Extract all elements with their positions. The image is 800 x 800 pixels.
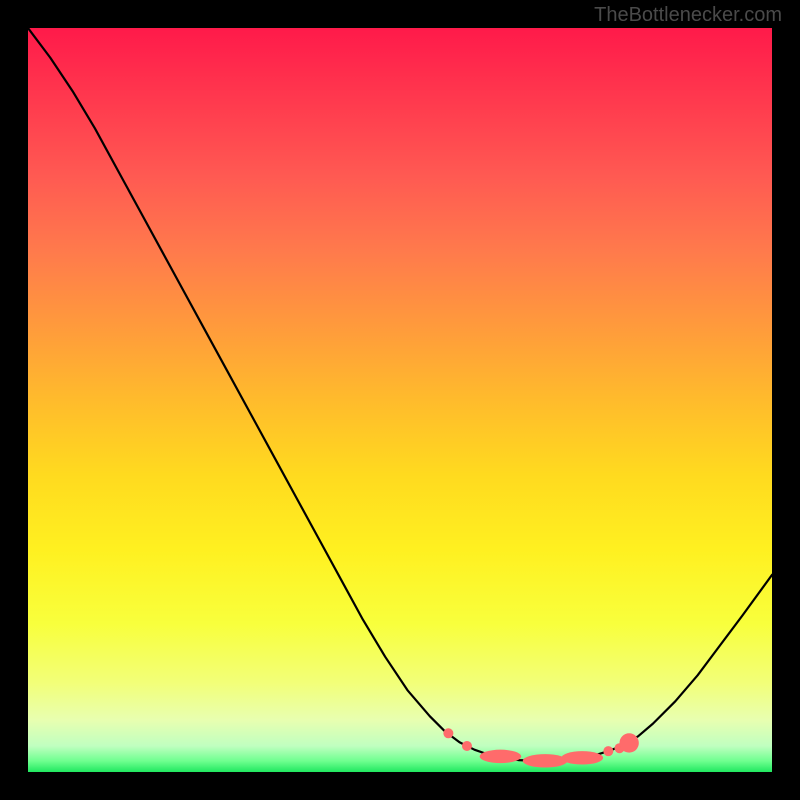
data-marker	[561, 751, 603, 764]
data-marker	[462, 741, 472, 751]
watermark-text: TheBottlenecker.com	[594, 4, 782, 27]
data-marker	[480, 750, 522, 763]
curve-overlay	[28, 28, 772, 772]
bottleneck-curve	[28, 28, 772, 761]
data-marker	[619, 733, 638, 752]
data-marker	[523, 754, 568, 767]
data-marker	[443, 728, 453, 738]
data-marker	[603, 746, 613, 756]
plot-area	[28, 28, 772, 772]
